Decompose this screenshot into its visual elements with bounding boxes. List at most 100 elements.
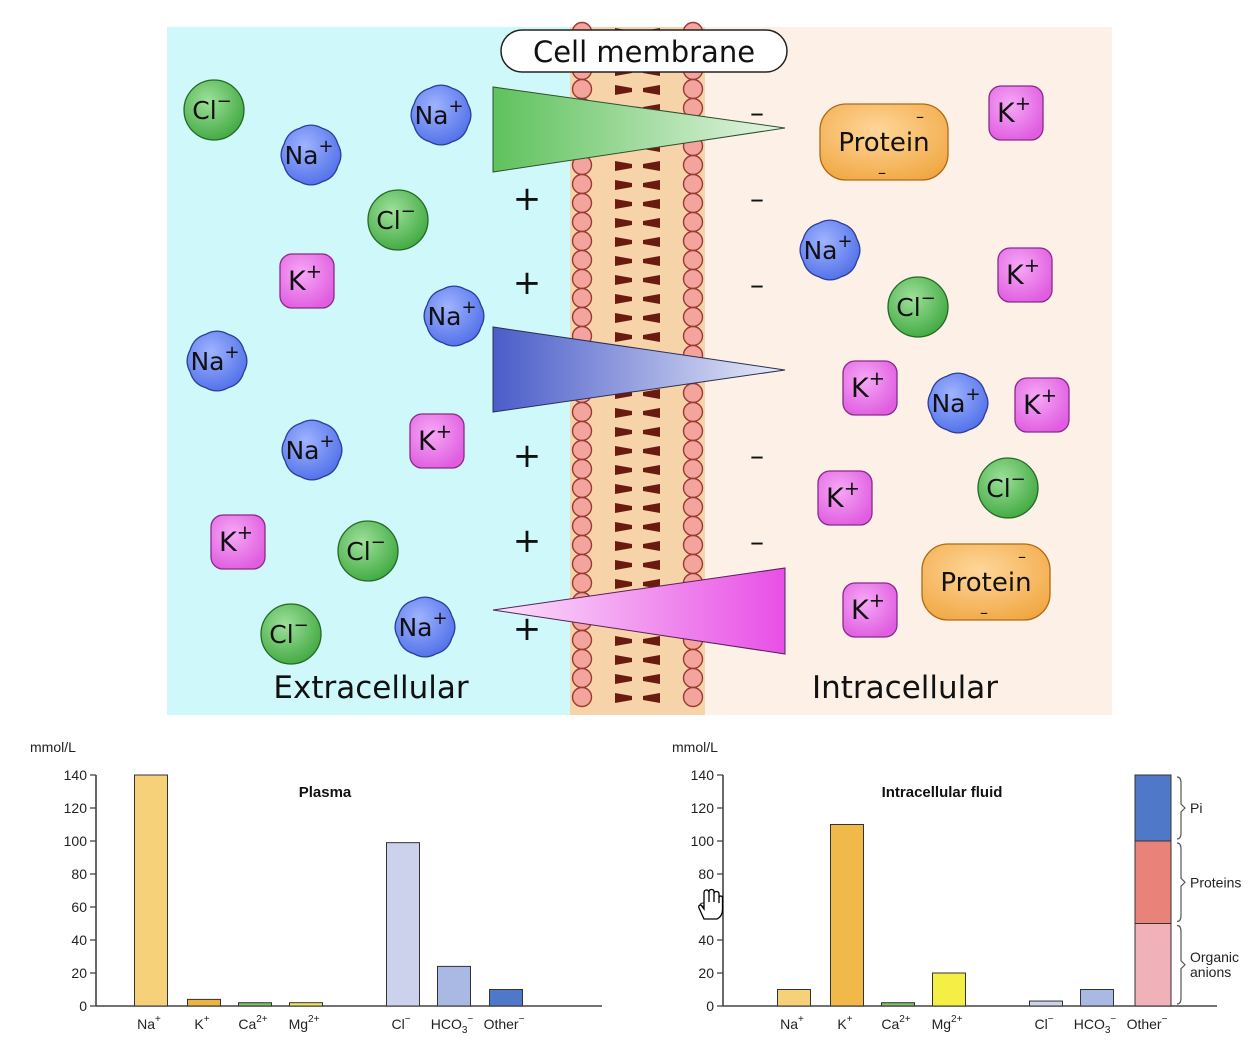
membrane-charges: +++++––––– xyxy=(513,96,764,649)
potassium-ion: K+ xyxy=(997,247,1053,303)
lipid-head xyxy=(571,287,593,309)
stack-segment-label: Pi xyxy=(1190,800,1202,816)
chart-title: Intracellular fluid xyxy=(882,784,1003,801)
potassium-ion: K+ xyxy=(1014,377,1070,433)
lipid-tail xyxy=(643,161,660,171)
svg-text:K+: K+ xyxy=(418,420,452,457)
lipid-head xyxy=(571,401,593,423)
sodium-ion: Na+ xyxy=(280,124,342,186)
sodium-ion: Na+ xyxy=(281,419,343,481)
lipid-tail xyxy=(615,218,632,228)
sodium-gradient-wedge xyxy=(492,326,786,413)
x-tick-label: Cl− xyxy=(391,1014,410,1032)
potassium-ion: K+ xyxy=(817,470,873,526)
lipid-tail xyxy=(643,218,660,228)
y-tick-label: 120 xyxy=(64,800,88,816)
svg-text:–: – xyxy=(916,107,924,126)
lipid-head xyxy=(682,78,704,100)
lipid-tail xyxy=(615,674,632,684)
lipid-tail xyxy=(615,199,632,209)
y-tick-label: 60 xyxy=(71,899,87,915)
x-tick-label: K+ xyxy=(194,1014,209,1032)
lipid-tail xyxy=(643,541,660,551)
y-tick-label: 40 xyxy=(71,932,87,948)
bracket xyxy=(1176,842,1186,923)
stack-segment-label: Organic anions xyxy=(1190,949,1239,980)
x-tick-label: K+ xyxy=(837,1014,852,1032)
lipid-tail xyxy=(615,85,632,95)
stack-segment-label: Proteins xyxy=(1190,874,1241,890)
negative-charge: – xyxy=(750,182,764,215)
lipid-head xyxy=(682,325,704,347)
lipid-tail xyxy=(643,693,660,703)
y-tick-label: 0 xyxy=(706,998,714,1014)
lipid-head xyxy=(682,230,704,252)
svg-text:Cl−: Cl− xyxy=(346,532,386,566)
lipid-head xyxy=(571,686,593,708)
lipid-head xyxy=(571,572,593,594)
lipid-tail xyxy=(615,503,632,513)
lipid-tail xyxy=(615,560,632,570)
chart-title: Plasma xyxy=(299,784,352,801)
positive-charge: + xyxy=(513,521,542,561)
lipid-tail xyxy=(643,237,660,247)
lipid-tail xyxy=(643,313,660,323)
lipid-head xyxy=(571,230,593,252)
lipid-head xyxy=(571,496,593,518)
x-tick-label: Na+ xyxy=(780,1014,804,1032)
extracellular-label: Extracellular xyxy=(273,670,468,706)
lipid-tail xyxy=(615,332,632,342)
negative-charge: – xyxy=(750,96,764,129)
svg-text:K+: K+ xyxy=(997,92,1031,129)
chloride-ion: Cl− xyxy=(183,79,245,141)
lipid-tail xyxy=(643,674,660,684)
protein: Protein – – xyxy=(921,543,1051,622)
y-tick-label: 100 xyxy=(64,833,88,849)
bar xyxy=(830,824,864,1007)
bar xyxy=(134,774,168,1007)
lipid-head xyxy=(682,496,704,518)
lipid-head xyxy=(571,629,593,651)
lipid-tail xyxy=(615,484,632,494)
lipid-head xyxy=(571,648,593,670)
stacked-bar-segment xyxy=(1134,923,1172,1007)
lipid-head xyxy=(682,249,704,271)
sodium-ion: Na+ xyxy=(410,84,472,146)
potassium-ion: K+ xyxy=(409,413,465,469)
bracket xyxy=(1176,924,1186,1005)
lipid-tail xyxy=(615,579,632,589)
lipid-tail xyxy=(615,237,632,247)
plasma-bar-chart: mmol/L Plasma 0 20 40 60 80 100 120 140 Na+ K+ Ca2+ M… xyxy=(30,739,602,1036)
potassium-ion: K+ xyxy=(988,85,1044,141)
lipid-head xyxy=(571,458,593,480)
sodium-ion: Na+ xyxy=(799,219,861,281)
lipid-head xyxy=(571,553,593,575)
y-tick-label: 80 xyxy=(71,866,87,882)
x-tick-label: Cl− xyxy=(1034,1014,1053,1032)
lipid-tail xyxy=(643,636,660,646)
lipid-head xyxy=(682,534,704,556)
lipid-tail xyxy=(643,560,660,570)
x-tick-label: Mg2+ xyxy=(932,1014,963,1032)
lipid-tail xyxy=(643,332,660,342)
bar xyxy=(932,972,966,1007)
intracellular-label: Intracellular xyxy=(812,670,998,706)
x-tick-label: Mg2+ xyxy=(289,1014,320,1032)
bar xyxy=(386,842,420,1007)
svg-text:–: – xyxy=(980,603,988,622)
potassium-ion: K+ xyxy=(279,253,335,309)
x-tick-label: Na+ xyxy=(137,1014,161,1032)
lipid-tail xyxy=(643,275,660,285)
lipid-head xyxy=(682,458,704,480)
lipid-tail xyxy=(615,161,632,171)
y-tick-label: 0 xyxy=(79,998,87,1014)
ions: Cl− Na+ Na+ Cl− K+ Na+ Na+ Na+ K+ K+ Cl− Cl− Na+ Prot… xyxy=(183,79,1070,665)
lipid-head xyxy=(682,401,704,423)
lipid-tail xyxy=(615,256,632,266)
negative-charge: – xyxy=(750,439,764,472)
svg-text:–: – xyxy=(878,163,886,182)
bar xyxy=(881,1002,915,1007)
chloride-ion: Cl− xyxy=(260,603,322,665)
y-tick-label: 20 xyxy=(698,965,714,981)
